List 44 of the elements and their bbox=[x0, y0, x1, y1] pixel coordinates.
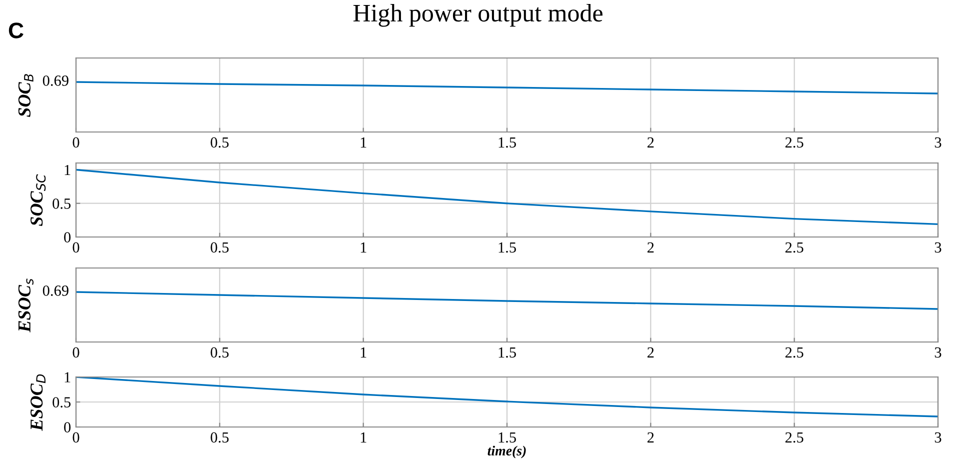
x-tick-label: 1 bbox=[360, 137, 366, 148]
x-tick-label: 2.5 bbox=[785, 137, 804, 148]
text: C bbox=[8, 22, 24, 38]
x-tick-label: 1.5 bbox=[498, 242, 516, 253]
x-tick-label: 1 bbox=[360, 242, 366, 252]
y-axis-title: ESOC$_{D}$ bbox=[30, 374, 46, 431]
x-tick-label: 2 bbox=[648, 432, 654, 442]
x-axis-title: time(s) bbox=[488, 446, 526, 458]
y-tick-label: 1 bbox=[64, 372, 70, 382]
x-tick-label: 0 bbox=[72, 137, 80, 148]
annotation: 0.69 bbox=[42, 76, 68, 86]
x-tick-label: 0.5 bbox=[210, 242, 229, 253]
y-axis-title: SOC$_{B}$ bbox=[18, 74, 34, 117]
x-tick-label: 3 bbox=[934, 347, 942, 358]
x-tick-label: 2 bbox=[648, 242, 654, 252]
chart-title: High power output mode bbox=[353, 4, 602, 27]
y-tick-label: 0 bbox=[64, 422, 71, 432]
x-tick-label: 1 bbox=[360, 432, 366, 442]
y-axis-title: ESOC$_{s}$ bbox=[18, 278, 34, 332]
y-axis-title: SOC$_{SC}$ bbox=[30, 174, 46, 226]
x-tick-label: 1.5 bbox=[498, 347, 516, 358]
x-tick-label: 0 bbox=[72, 432, 80, 443]
x-tick-label: 3 bbox=[934, 432, 942, 443]
x-tick-label: 0 bbox=[72, 242, 80, 253]
annotation: 0.69 bbox=[42, 286, 68, 296]
x-tick-label: 2.5 bbox=[785, 242, 804, 253]
x-tick-label: 2.5 bbox=[785, 347, 804, 358]
x-tick-label: 0.5 bbox=[210, 432, 229, 443]
y-tick-label: 0.5 bbox=[52, 397, 71, 408]
x-tick-label: 2.5 bbox=[785, 432, 804, 443]
y-tick-label: 0.5 bbox=[52, 198, 71, 209]
x-tick-label: 1.5 bbox=[498, 432, 516, 443]
x-tick-label: 3 bbox=[934, 242, 942, 253]
y-tick-label: 1 bbox=[64, 164, 70, 176]
y-tick-label: 0 bbox=[64, 232, 71, 242]
x-tick-label: 3 bbox=[934, 137, 942, 148]
x-tick-label: 0.5 bbox=[210, 137, 229, 148]
x-tick-label: 0 bbox=[72, 347, 80, 358]
x-tick-label: 1 bbox=[360, 347, 366, 358]
x-tick-label: 2 bbox=[648, 137, 654, 148]
x-tick-label: 2 bbox=[648, 347, 654, 358]
line-series bbox=[76, 168, 938, 226]
x-tick-label: 0.5 bbox=[210, 347, 229, 358]
x-tick-label: 1.5 bbox=[498, 137, 516, 148]
